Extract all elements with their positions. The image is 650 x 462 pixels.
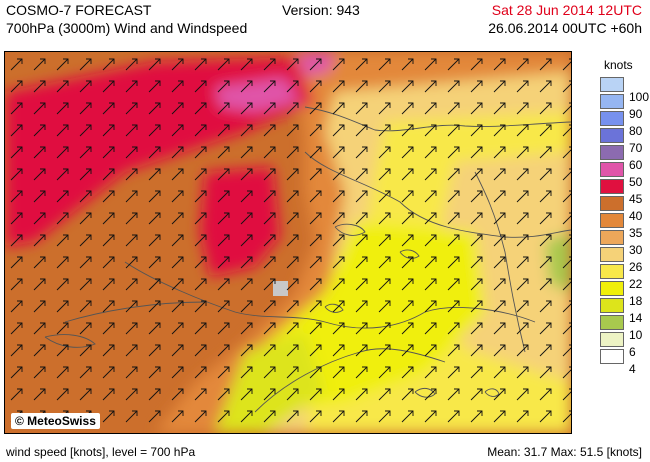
legend-swatch xyxy=(600,77,624,92)
legend-label: 100 xyxy=(629,90,650,104)
wind-speed-field xyxy=(5,52,571,433)
legend-swatch xyxy=(600,94,624,109)
legend-swatch xyxy=(600,128,624,143)
legend-swatch xyxy=(600,315,624,330)
legend-label: 10 xyxy=(629,328,643,342)
legend-swatch xyxy=(600,179,624,194)
legend-swatch xyxy=(600,111,624,126)
legend-swatch xyxy=(600,264,624,279)
wind-map: © MeteoSwiss xyxy=(4,51,572,434)
field-description: wind speed [knots], level = 700 hPa xyxy=(6,445,196,459)
legend-swatch xyxy=(600,162,624,177)
legend-label: 50 xyxy=(629,175,643,189)
legend-label: 4 xyxy=(629,362,636,376)
legend-swatch xyxy=(600,145,624,160)
legend-unit: knots xyxy=(604,58,633,72)
legend-label: 40 xyxy=(629,209,643,223)
legend-label: 35 xyxy=(629,226,643,240)
legend-label: 26 xyxy=(629,260,643,274)
legend-swatch xyxy=(600,281,624,296)
legend-label: 60 xyxy=(629,158,643,172)
valid-time: Sat 28 Jun 2014 12UTC xyxy=(491,2,642,18)
legend-label: 22 xyxy=(629,277,643,291)
field-title: 700hPa (3000m) Wind and Windspeed xyxy=(6,20,248,36)
version-label: Version: 943 xyxy=(282,2,360,18)
legend-label: 90 xyxy=(629,107,643,121)
legend-swatch xyxy=(600,247,624,262)
missing-data-cell xyxy=(273,281,288,296)
legend-label: 80 xyxy=(629,124,643,138)
legend-swatch xyxy=(600,230,624,245)
copyright-label: © MeteoSwiss xyxy=(11,413,100,429)
legend-label: 30 xyxy=(629,243,643,257)
model-title: COSMO-7 FORECAST xyxy=(6,2,152,18)
legend-swatch xyxy=(600,332,624,347)
legend-label: 70 xyxy=(629,141,643,155)
legend-label: 18 xyxy=(629,294,643,308)
legend-label: 45 xyxy=(629,192,643,206)
legend-swatch xyxy=(600,213,624,228)
legend-swatch xyxy=(600,298,624,313)
legend-label: 14 xyxy=(629,311,643,325)
speed-shading xyxy=(5,52,571,433)
run-time: 26.06.2014 00UTC +60h xyxy=(488,20,642,36)
legend-swatch xyxy=(600,196,624,211)
legend-swatch xyxy=(600,349,624,364)
legend-label: 6 xyxy=(629,345,636,359)
field-statistics: Mean: 31.7 Max: 51.5 [knots] xyxy=(487,445,642,459)
